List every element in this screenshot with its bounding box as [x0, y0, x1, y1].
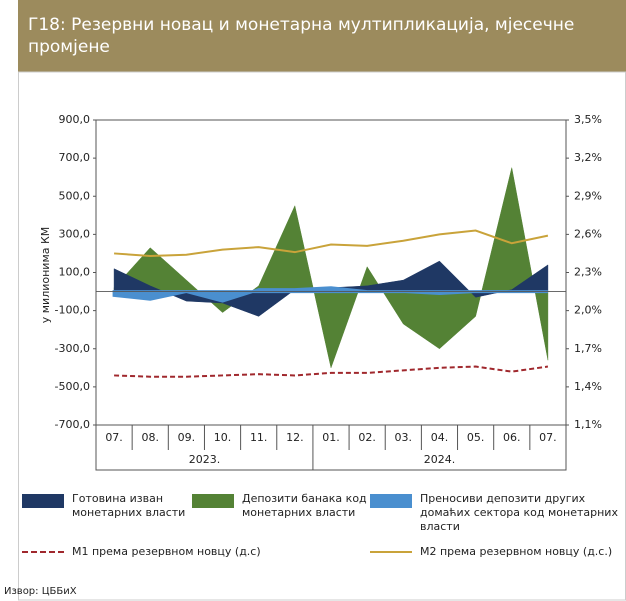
legend-label: Преносиви депозити других домаћих сектор…	[420, 492, 618, 533]
x-tick-label: 11.	[250, 431, 268, 444]
x-tick-label: 02.	[358, 431, 376, 444]
x-tick-label: 12.	[286, 431, 304, 444]
x-tick-label: 01.	[322, 431, 340, 444]
y-tick-label: 900,0	[59, 113, 91, 126]
y-tick-label: -500,0	[55, 380, 90, 393]
legend-label: Депозити банака код монетарних власти	[242, 492, 367, 519]
y2-tick-label: 1,7%	[574, 342, 602, 355]
legend-label: Готовина изван монетарних власти	[72, 492, 186, 519]
legend-label: М2 према резервном новцу (д.с.)	[420, 545, 613, 558]
y-tick-label: -300,0	[55, 342, 90, 355]
legend-label: М1 према резервном новцу (д.с)	[72, 545, 261, 558]
area	[113, 167, 549, 369]
chart-title: Г18: Резервни новац и монетарна мултипли…	[18, 0, 626, 72]
source: Извор: ЦББиХ	[4, 586, 77, 597]
legend-swatch	[192, 494, 234, 508]
y2-tick-label: 1,1%	[574, 418, 602, 431]
y2-tick-label: 2,9%	[574, 189, 602, 202]
y2-tick-label: 2,3%	[574, 266, 602, 279]
y-tick-label: -700,0	[55, 418, 90, 431]
y2-tick-label: 3,2%	[574, 151, 602, 164]
y-tick-label: -100,0	[55, 304, 90, 317]
legend-swatch	[370, 494, 412, 508]
line	[114, 365, 549, 378]
legend-swatch	[22, 551, 64, 553]
year-label: 2024.	[424, 453, 456, 466]
legend-swatch	[370, 551, 412, 553]
y2-tick-label: 1,4%	[574, 380, 602, 393]
y-axis-label: у милионима КМ	[39, 227, 52, 324]
year-label: 2023.	[189, 453, 221, 466]
x-tick-label: 10.	[214, 431, 232, 444]
x-tick-label: 07.	[105, 431, 123, 444]
y-tick-label: 700,0	[59, 151, 91, 164]
x-tick-label: 03.	[395, 431, 413, 444]
x-tick-label: 05.	[467, 431, 485, 444]
line	[114, 229, 549, 257]
x-tick-label: 08.	[141, 431, 159, 444]
y2-tick-label: 2,0%	[574, 304, 602, 317]
x-tick-label: 07.	[539, 431, 557, 444]
y-tick-label: 500,0	[59, 189, 91, 202]
y2-tick-label: 3,5%	[574, 113, 602, 126]
x-axis-box	[95, 424, 567, 471]
legend-swatch	[22, 494, 64, 508]
y2-tick-label: 2,6%	[574, 227, 602, 240]
x-tick-label: 09.	[178, 431, 196, 444]
x-tick-label: 06.	[503, 431, 521, 444]
y-tick-label: 100,0	[59, 266, 91, 279]
x-tick-label: 04.	[431, 431, 449, 444]
y-tick-label: 300,0	[59, 227, 91, 240]
